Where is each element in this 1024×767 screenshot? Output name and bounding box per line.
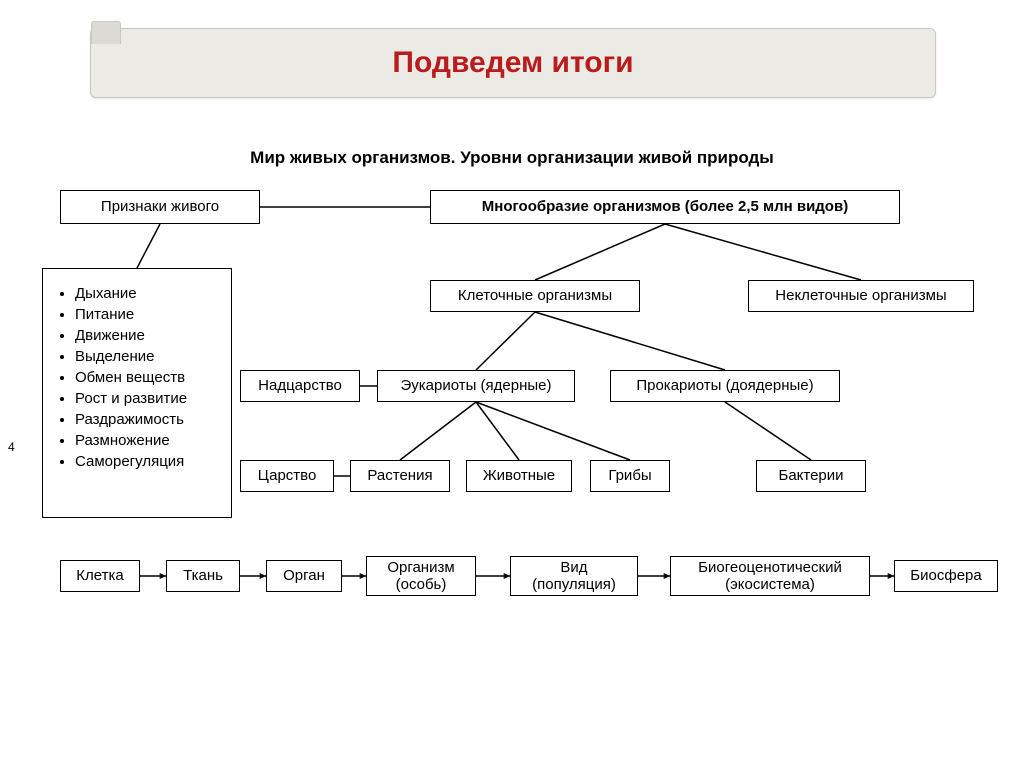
node-noncellular: Неклеточные организмы	[748, 280, 974, 312]
subtitle: Мир живых организмов. Уровни организации…	[0, 148, 1024, 168]
signs-item: Выделение	[75, 348, 215, 365]
node-bacteria: Бактерии	[756, 460, 866, 492]
title-banner: Подведем итоги	[90, 28, 936, 98]
page-title: Подведем итоги	[392, 46, 633, 80]
node-prokaryotes: Прокариоты (доядерные)	[610, 370, 840, 402]
signs-item: Раздражимость	[75, 411, 215, 428]
node-cellular: Клеточные организмы	[430, 280, 640, 312]
level-box: Орган	[266, 560, 342, 592]
signs-item: Движение	[75, 327, 215, 344]
signs-list: Дыхание Питание Движение Выделение Обмен вещ…	[42, 268, 232, 518]
level-box: Клетка	[60, 560, 140, 592]
node-plants: Растения	[350, 460, 450, 492]
signs-item: Дыхание	[75, 285, 215, 302]
node-eukaryotes: Эукариоты (ядерные)	[377, 370, 575, 402]
node-kingdom: Царство	[240, 460, 334, 492]
level-box: Биогеоценотический (экосистема)	[670, 556, 870, 596]
node-animals: Животные	[466, 460, 572, 492]
level-box: Ткань	[166, 560, 240, 592]
level-box: Организм (особь)	[366, 556, 476, 596]
node-signs: Признаки живого	[60, 190, 260, 224]
signs-item: Питание	[75, 306, 215, 323]
page-number: 4	[8, 440, 15, 454]
signs-item: Размножение	[75, 432, 215, 449]
signs-item: Саморегуляция	[75, 453, 215, 470]
banner-tab	[91, 21, 121, 44]
level-box: Вид (популяция)	[510, 556, 638, 596]
level-box: Биосфера	[894, 560, 998, 592]
node-fungi: Грибы	[590, 460, 670, 492]
signs-item: Рост и развитие	[75, 390, 215, 407]
node-diversity: Многообразие организмов (более 2,5 млн в…	[430, 190, 900, 224]
signs-item: Обмен веществ	[75, 369, 215, 386]
node-superking: Надцарство	[240, 370, 360, 402]
